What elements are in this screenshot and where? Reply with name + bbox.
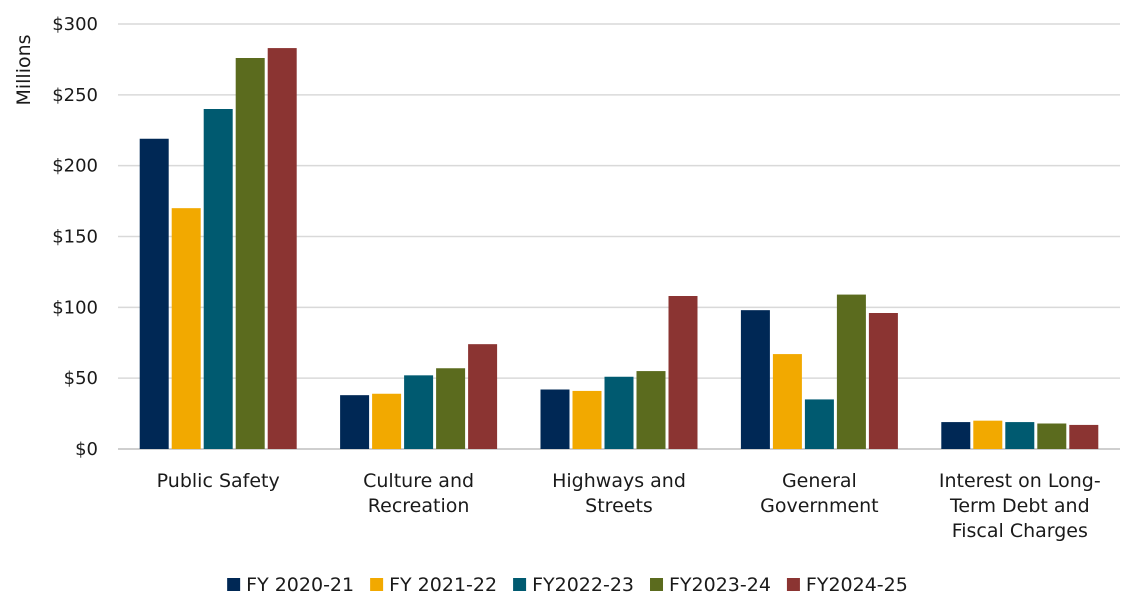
x-category-label-line: Government: [760, 495, 879, 517]
x-category-label-line: Term Debt and: [949, 495, 1090, 517]
bar-fy2023-24: [1037, 423, 1067, 449]
legend-swatch: [370, 578, 384, 591]
bar-fy-2020-21: [740, 310, 770, 449]
y-axis-title-group: Millions: [13, 34, 35, 105]
x-category-label-line: Public Safety: [157, 470, 280, 492]
x-category-label-line: Highways and: [552, 470, 686, 492]
bar-fy-2020-21: [340, 395, 370, 449]
legend-label: FY2022-23: [532, 574, 634, 596]
bar-fy-2021-22: [171, 208, 201, 449]
x-category-label: Highways and Streets: [552, 470, 686, 517]
bar-fy2024-25: [267, 48, 297, 449]
x-category-label-line: Interest on Long-: [939, 470, 1101, 492]
x-category-label-line: Streets: [585, 495, 653, 517]
x-category-label: Public Safety: [157, 470, 280, 492]
x-category-label-line: Culture and: [363, 470, 474, 492]
bar-fy2022-23: [203, 109, 233, 449]
bar-fy2022-23: [604, 376, 634, 449]
y-tick-label: $200: [52, 156, 98, 177]
bar-fy2024-25: [468, 344, 498, 449]
y-tick-label: $150: [52, 227, 98, 248]
y-tick-label: $50: [64, 368, 98, 389]
bar-fy2022-23: [804, 399, 834, 449]
legend: FY 2020-21 FY 2021-22 FY2022-23 FY2023-24 FY…: [227, 574, 908, 596]
bar-fy2024-25: [1069, 424, 1099, 449]
x-category-label: Interest on Long- Term Debt and Fiscal Cha…: [939, 470, 1101, 542]
bar-fy-2020-21: [540, 389, 570, 449]
y-tick-label: $300: [52, 14, 98, 35]
x-category-label-line: General: [782, 470, 857, 492]
bar-fy-2021-22: [572, 390, 602, 449]
x-category-label-line: Recreation: [368, 495, 470, 517]
y-tick-label: $0: [75, 439, 98, 460]
y-axis-title: Millions: [13, 34, 35, 105]
bars: [139, 48, 1099, 449]
bar-fy2023-24: [235, 58, 265, 449]
bar-fy2024-25: [868, 313, 898, 449]
legend-swatch: [650, 578, 664, 591]
legend-label: FY2024-25: [806, 574, 908, 596]
y-tick-label: $250: [52, 85, 98, 106]
y-axis-ticks: $0 $50 $100 $150 $200 $250 $300: [52, 14, 98, 460]
legend-swatch: [513, 578, 527, 591]
bar-fy2022-23: [404, 375, 434, 449]
y-tick-label: $100: [52, 297, 98, 318]
bar-fy-2021-22: [372, 393, 402, 449]
bar-fy-2020-21: [941, 422, 971, 449]
x-category-label: General Government: [760, 470, 879, 517]
x-category-label: Culture and Recreation: [363, 470, 474, 517]
bar-fy2024-25: [668, 296, 698, 449]
bar-fy2023-24: [836, 294, 866, 449]
legend-swatch: [786, 578, 800, 591]
bar-fy-2021-22: [973, 420, 1003, 449]
bar-fy-2020-21: [139, 138, 169, 449]
bar-fy-2021-22: [772, 354, 802, 449]
legend-swatch: [227, 578, 241, 591]
bar-fy2023-24: [436, 368, 466, 449]
x-category-label-line: Fiscal Charges: [952, 520, 1088, 542]
legend-label: FY 2020-21: [246, 574, 354, 596]
legend-label: FY2023-24: [669, 574, 771, 596]
legend-label: FY 2021-22: [389, 574, 497, 596]
x-axis-category-labels: Public Safety Culture and Recreation Highwa…: [157, 470, 1101, 542]
bar-fy2022-23: [1005, 422, 1035, 449]
bar-fy2023-24: [636, 371, 666, 449]
